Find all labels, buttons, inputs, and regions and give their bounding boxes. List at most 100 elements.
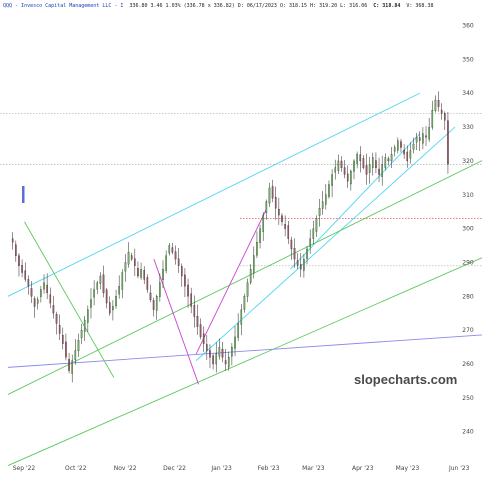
- candle-body: [90, 299, 92, 308]
- trendline: [7, 160, 482, 395]
- candle-body: [196, 316, 199, 327]
- candle-body: [83, 319, 86, 332]
- candle-body: [268, 187, 271, 204]
- y-tick-label: 280: [462, 293, 474, 300]
- candle-body: [337, 160, 340, 171]
- candle-body: [271, 186, 274, 199]
- candle-body: [422, 133, 424, 144]
- candle-body: [93, 289, 95, 298]
- candle-body: [212, 355, 214, 365]
- x-tick-label: Apr '23: [352, 465, 374, 472]
- candle-body: [234, 336, 236, 349]
- candle-body: [343, 167, 346, 175]
- trendlines: [7, 92, 482, 466]
- candle-body: [124, 262, 127, 272]
- x-tick-label: Dec '22: [163, 465, 186, 472]
- x-axis: Sep '22 Oct '22 Nov '22 Dec '22 Jan '23 Feb '…: [13, 465, 470, 472]
- candle-body: [193, 304, 196, 317]
- candle-body: [11, 238, 14, 243]
- candle-body: [309, 238, 311, 247]
- grid-lines: [0, 113, 482, 267]
- candle-body: [115, 296, 117, 307]
- candle-body: [397, 140, 399, 151]
- candle-body: [440, 109, 443, 114]
- candle-body: [434, 99, 437, 111]
- candle-body: [325, 194, 327, 205]
- candle-body: [321, 201, 324, 209]
- candle-body: [15, 244, 17, 256]
- candle-body: [112, 306, 114, 311]
- candle-body: [256, 242, 258, 256]
- trendline: [7, 334, 482, 368]
- candle-body: [52, 305, 55, 314]
- candle-body: [49, 294, 52, 304]
- candle-body: [190, 293, 192, 307]
- candle-body: [202, 333, 205, 344]
- candle-body: [58, 325, 61, 334]
- candle-body: [30, 288, 33, 297]
- candle-body: [199, 324, 202, 338]
- y-tick-label: 300: [462, 226, 474, 233]
- x-tick-label: Jan '23: [210, 465, 232, 472]
- candle-body: [43, 282, 45, 290]
- candle-body: [162, 269, 164, 281]
- candle-body: [71, 360, 73, 374]
- candle-body: [99, 275, 102, 284]
- y-tick-label: 240: [462, 429, 474, 436]
- candle-body: [265, 201, 268, 213]
- candle-body: [287, 225, 290, 239]
- candle-body: [340, 160, 343, 168]
- y-tick-label: 350: [462, 56, 474, 63]
- y-tick-label: 260: [462, 361, 474, 368]
- candle-body: [55, 314, 58, 324]
- candle-body: [180, 266, 183, 277]
- drawing-tool-marker[interactable]: [22, 186, 25, 203]
- candle-body: [259, 228, 261, 243]
- candle-body: [303, 258, 305, 271]
- y-tick-label: 360: [462, 23, 474, 30]
- candle-body: [249, 269, 252, 283]
- candle-body: [221, 348, 224, 358]
- candle-body: [18, 255, 20, 266]
- y-tick-label: 290: [462, 259, 474, 266]
- x-tick-label: May '23: [396, 465, 420, 472]
- candle-body: [209, 350, 211, 358]
- candle-body: [140, 269, 142, 278]
- candle-body: [177, 258, 180, 266]
- candle-body: [121, 272, 124, 290]
- candle-body: [206, 344, 208, 351]
- candle-body: [149, 292, 152, 300]
- candle-body: [306, 248, 308, 259]
- candle-body: [362, 158, 365, 168]
- candle-body: [365, 165, 368, 175]
- candle-body: [253, 255, 255, 273]
- candle-body: [27, 279, 30, 287]
- candle-body: [384, 157, 387, 168]
- candle-body: [437, 100, 440, 107]
- candle-body: [68, 358, 70, 371]
- candle-body: [378, 168, 380, 175]
- candle-body: [231, 346, 233, 357]
- candle-body: [155, 296, 158, 311]
- candle-body: [184, 274, 186, 287]
- candle-body: [243, 296, 246, 310]
- ticker-title: QQQ - Invesco Capital Management LLC - I: [3, 3, 123, 9]
- trendline: [195, 126, 456, 361]
- candle-body: [240, 309, 243, 325]
- trendline: [153, 258, 199, 385]
- candle-body: [77, 340, 80, 352]
- candle-body: [387, 158, 390, 162]
- candle-body: [400, 141, 402, 148]
- candle-body: [409, 150, 412, 159]
- trendline: [7, 92, 420, 297]
- candle-body: [237, 323, 239, 338]
- candle-body: [152, 300, 155, 310]
- x-tick-label: Sep '22: [13, 465, 36, 472]
- x-tick-label: Nov '22: [114, 465, 137, 472]
- candle-body: [328, 184, 330, 197]
- candle-body: [334, 167, 337, 173]
- candle-body: [403, 149, 405, 155]
- y-tick-label: 270: [462, 327, 474, 334]
